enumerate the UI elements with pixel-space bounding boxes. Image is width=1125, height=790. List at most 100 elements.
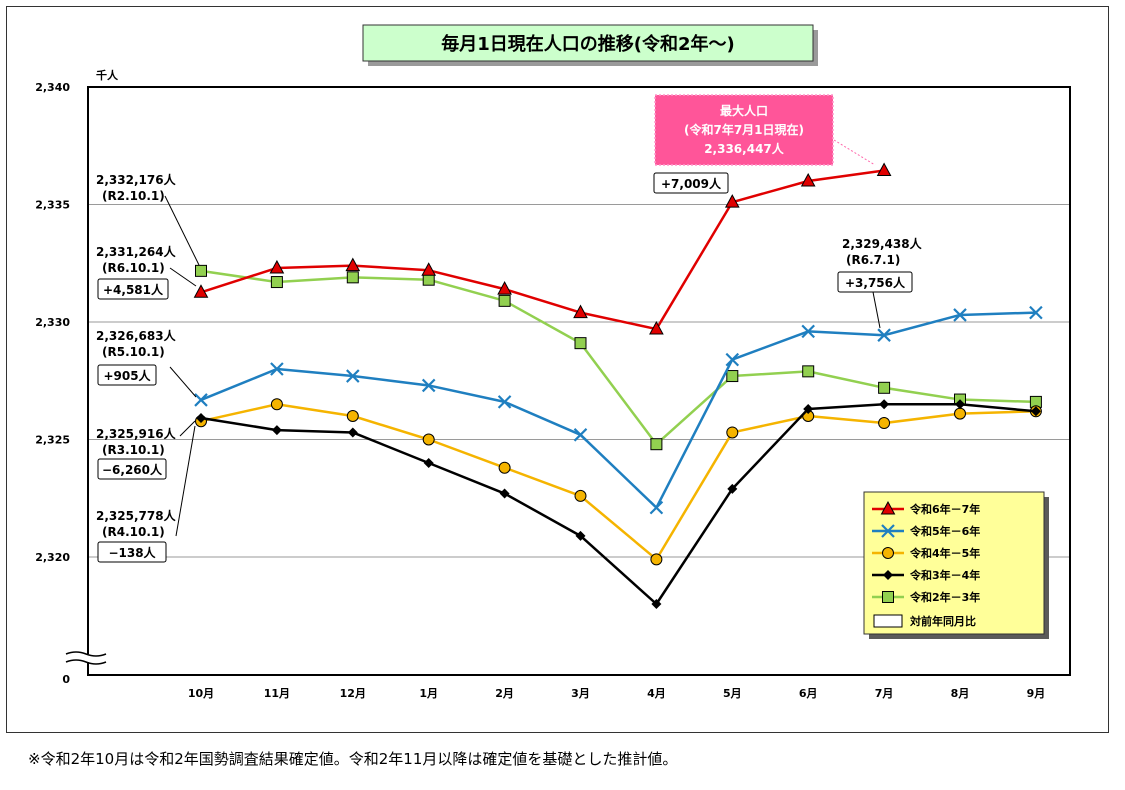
ann-r5-diff: +905人 <box>103 368 151 383</box>
leader-r4 <box>175 425 196 537</box>
x-tick-label: 7月 <box>875 687 894 700</box>
ann-r6-7-value: 2,329,438人 <box>842 236 923 251</box>
series-5 <box>195 264 1042 451</box>
data-point <box>650 553 663 566</box>
data-point <box>422 433 435 446</box>
max-callout-date: (令和7年7月1日現在) <box>684 122 804 137</box>
series-line <box>200 269 1036 446</box>
x-tick-label: 10月 <box>188 687 214 700</box>
legend-label: 令和2年－3年 <box>909 590 980 604</box>
leader-r2 <box>164 195 200 266</box>
data-point <box>877 328 891 342</box>
data-point <box>270 398 283 411</box>
leader-r6-7 <box>872 291 881 329</box>
ann-r4-value: 2,325,778人 <box>96 508 177 523</box>
data-point <box>421 378 436 393</box>
legend-item: 令和5年－6年 <box>872 524 980 538</box>
data-point <box>422 273 435 286</box>
data-point <box>345 257 361 272</box>
x-tick-label: 6月 <box>799 687 818 700</box>
data-point <box>499 488 510 499</box>
ann-r3-date: (R3.10.1) <box>102 443 165 457</box>
series-line <box>200 311 1036 509</box>
data-point <box>727 483 738 494</box>
series-1 <box>193 162 892 335</box>
data-point <box>270 362 284 376</box>
ann-r4-diff: −138人 <box>108 545 156 560</box>
legend-item: 令和6年－7年 <box>872 500 980 516</box>
data-point <box>802 365 815 378</box>
data-point <box>883 570 893 580</box>
annotation-leaders <box>164 139 881 537</box>
ann-r5-date: (R5.10.1) <box>102 345 165 359</box>
legend-item: 令和3年－4年 <box>872 568 980 582</box>
data-point <box>346 271 359 284</box>
data-point <box>726 426 739 439</box>
x-axis: 10月 11月 12月 1月 2月 3月 4月 5月 6月 7月 8月 9月 <box>188 687 1045 700</box>
data-point <box>498 461 511 474</box>
leader-r3 <box>179 420 196 437</box>
data-point <box>876 162 892 176</box>
data-point <box>497 281 512 295</box>
y-zero-label: 0 <box>62 673 70 686</box>
data-point <box>954 407 966 420</box>
x-tick-label: 4月 <box>647 687 666 700</box>
data-point <box>803 403 814 414</box>
y-tick-label: 2,340 <box>35 81 70 94</box>
legend-item: 令和4年－5年 <box>872 546 980 560</box>
y-tick-label: 2,320 <box>35 551 70 564</box>
series-layer <box>193 162 1043 609</box>
ann-r3-diff-box <box>97 458 167 480</box>
data-point <box>574 337 587 350</box>
data-point <box>346 410 359 422</box>
ann-r6-date: (R6.10.1) <box>102 261 165 275</box>
ann-r6-7-date: (R6.7.1) <box>846 253 900 267</box>
ann-r6-7-diff-box <box>837 271 913 293</box>
chart: 毎月1日現在人口の推移(令和2年～) 千人 2,3202,3252,3302,3… <box>35 24 1071 700</box>
ann-r2-value: 2,332,176人 <box>96 172 177 187</box>
y-axis: 2,320 2,325 2,330 2,335 2,340 <box>35 81 70 564</box>
ann-r4-diff-box <box>97 541 167 563</box>
title-box <box>362 24 814 62</box>
ann-r6-diff-box <box>97 278 169 300</box>
data-point <box>649 500 664 515</box>
y-tick-label: 2,325 <box>35 434 70 447</box>
data-point <box>880 500 896 515</box>
x-tick-label: 3月 <box>571 687 590 700</box>
data-point <box>270 276 283 289</box>
data-point <box>650 438 663 451</box>
x-tick-label: 8月 <box>951 687 970 700</box>
data-point <box>271 425 282 436</box>
data-point <box>649 321 664 335</box>
data-point <box>573 304 588 319</box>
series-line <box>200 403 1036 561</box>
data-point <box>882 591 894 603</box>
axis-break <box>65 651 107 665</box>
leader-max <box>833 139 876 166</box>
data-point <box>882 547 894 559</box>
data-point <box>955 399 965 410</box>
ann-r5-diff-box <box>97 364 157 386</box>
x-tick-label: 12月 <box>340 687 366 700</box>
series-2 <box>194 305 1043 515</box>
x-tick-label: 1月 <box>419 687 438 700</box>
ann-r6-diff: +4,581人 <box>103 282 164 297</box>
data-point <box>194 393 208 407</box>
data-point <box>196 412 206 423</box>
data-point <box>726 370 739 383</box>
data-point <box>497 395 512 409</box>
ann-r3-diff: −6,260人 <box>102 462 163 477</box>
ann-r6-7-diff: +3,756人 <box>845 275 906 290</box>
data-point <box>800 172 816 187</box>
leader-r5 <box>169 366 197 398</box>
data-point <box>423 458 434 468</box>
data-point <box>195 264 207 277</box>
data-point <box>881 524 895 538</box>
ann-r6-value: 2,331,264人 <box>96 244 177 259</box>
data-point <box>724 194 740 208</box>
ann-r3-value: 2,325,916人 <box>96 426 177 441</box>
data-point <box>1029 305 1043 320</box>
ann-r5-value: 2,326,683人 <box>96 328 177 343</box>
x-tick-label: 2月 <box>495 687 514 700</box>
